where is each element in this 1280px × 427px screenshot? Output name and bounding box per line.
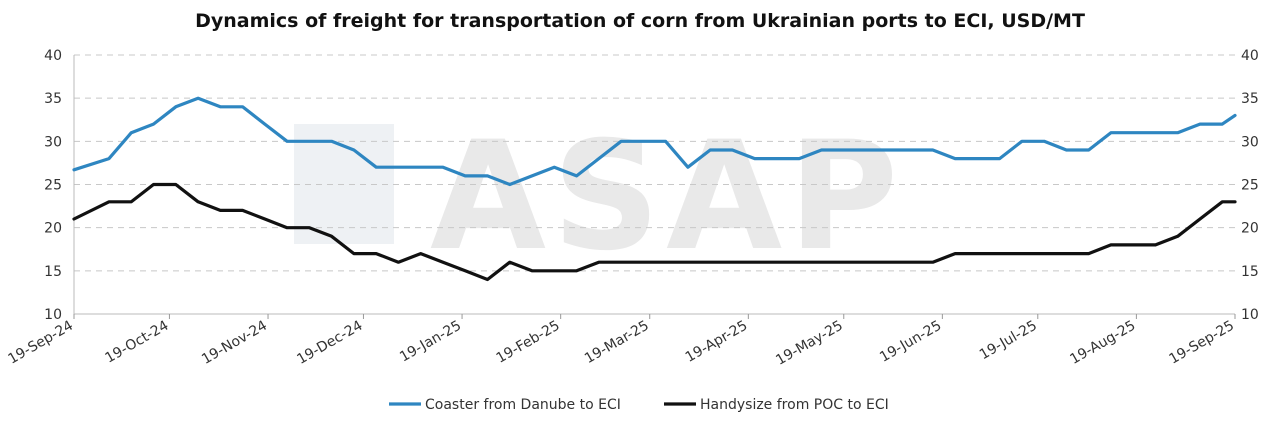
y-tick-label-left: 40	[44, 48, 62, 64]
y-tick-label-right: 35	[1241, 91, 1259, 107]
legend-label-2: Handysize from POC to ECI	[700, 397, 889, 413]
y-tick-label-left: 10	[44, 307, 62, 323]
x-tick-label: 19-Aug-25	[1067, 318, 1138, 368]
y-tick-label-right: 40	[1241, 48, 1259, 64]
y-tick-label-right: 30	[1241, 134, 1259, 150]
x-tick-label: 19-Jun-25	[877, 318, 944, 366]
series-lines	[72, 96, 1237, 282]
y-tick-label-right: 25	[1241, 178, 1259, 194]
series-line-1	[72, 96, 1237, 187]
y-tick-label-right: 15	[1241, 264, 1259, 280]
chart-title: Dynamics of freight for transportation o…	[195, 10, 1085, 32]
x-tick-label: 19-May-25	[773, 318, 845, 369]
x-tick-label: 19-Apr-25	[683, 318, 751, 366]
y-tick-label-left: 25	[44, 178, 62, 194]
y-tick-label-right: 10	[1241, 307, 1259, 323]
x-tick-label: 19-Oct-24	[103, 318, 172, 367]
y-tick-label-left: 15	[44, 264, 62, 280]
series-line-2	[72, 182, 1237, 282]
x-tick-label: 19-Sep-24	[6, 318, 77, 368]
y-tick-label-left: 35	[44, 91, 62, 107]
x-tick-label: 19-Jul-25	[977, 318, 1040, 364]
y-tick-label-left: 20	[44, 221, 62, 237]
y-tick-label-left: 30	[44, 134, 62, 150]
y-tick-label-right: 20	[1241, 221, 1259, 237]
legend-label-1: Coaster from Danube to ECI	[425, 397, 621, 413]
legend: Coaster from Danube to ECI Handysize from…	[389, 397, 889, 413]
x-tick-label: 19-Nov-24	[199, 318, 270, 368]
watermark-text: ASAP	[430, 110, 904, 284]
x-tick-label: 19-Feb-25	[494, 318, 563, 367]
x-tick-label: 19-Mar-25	[582, 318, 652, 367]
x-tick-label: 19-Jan-25	[397, 318, 464, 366]
x-tick-label: 19-Sep-25	[1167, 318, 1237, 368]
x-tick-label: 19-Dec-24	[294, 318, 365, 368]
